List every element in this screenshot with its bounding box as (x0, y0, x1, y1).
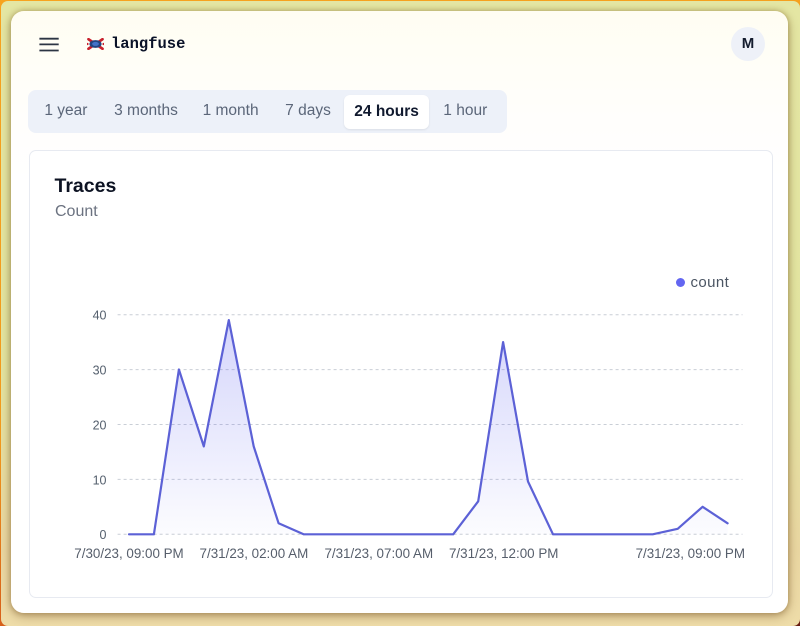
svg-text:7/31/23, 02:00 AM: 7/31/23, 02:00 AM (200, 546, 309, 561)
svg-text:10: 10 (93, 473, 107, 487)
svg-text:30: 30 (93, 364, 107, 378)
svg-text:7/31/23, 12:00 PM: 7/31/23, 12:00 PM (449, 546, 558, 561)
svg-text:40: 40 (93, 309, 107, 323)
svg-text:7/31/23, 07:00 AM: 7/31/23, 07:00 AM (324, 546, 433, 561)
svg-text:7/31/23, 09:00 PM: 7/31/23, 09:00 PM (636, 546, 745, 561)
svg-text:7/30/23, 09:00 PM: 7/30/23, 09:00 PM (74, 546, 183, 561)
svg-text:0: 0 (100, 528, 107, 542)
svg-text:20: 20 (93, 418, 107, 432)
